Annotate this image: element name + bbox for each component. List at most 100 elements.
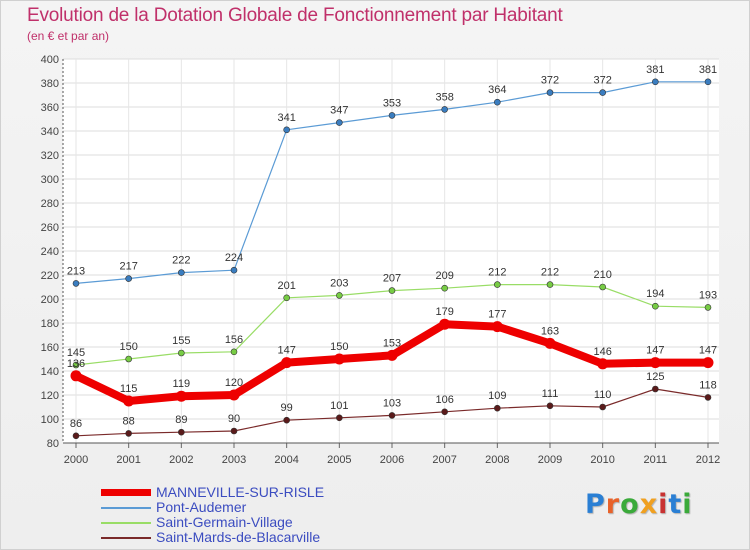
data-label: 136: [67, 358, 85, 370]
data-point: [283, 416, 290, 424]
data-label: 353: [383, 97, 401, 109]
data-label: 101: [330, 400, 348, 412]
data-label: 145: [67, 347, 85, 359]
data-label: 224: [225, 252, 243, 264]
legend-label: Pont-Audemer: [156, 499, 247, 515]
x-tick-label: 2003: [222, 454, 246, 466]
data-point: [283, 294, 290, 302]
data-point: [388, 412, 396, 419]
data-point: [72, 280, 80, 287]
logo-letter: i: [682, 489, 693, 520]
data-point: [333, 353, 345, 365]
y-tick-label: 260: [41, 222, 59, 234]
data-label: 147: [646, 345, 664, 357]
data-point: [123, 395, 135, 407]
data-point: [388, 287, 396, 294]
logo-letter: t: [668, 489, 683, 520]
x-tick-label: 2007: [432, 454, 456, 466]
data-label: 213: [67, 265, 85, 277]
x-tick-label: 2011: [644, 454, 668, 466]
proxiti-logo: Proxiti: [585, 489, 693, 520]
y-tick-label: 80: [47, 438, 59, 450]
data-point: [704, 394, 712, 401]
data-point: [546, 281, 554, 288]
legend-swatch: [101, 522, 151, 524]
data-point: [228, 389, 240, 401]
data-label: 147: [699, 345, 717, 357]
legend-label: Saint-Germain-Village: [156, 514, 293, 530]
legend-swatch: [101, 507, 151, 509]
data-label: 364: [488, 84, 506, 96]
data-label: 372: [541, 75, 559, 87]
data-label: 86: [70, 418, 82, 430]
data-label: 203: [330, 277, 348, 289]
data-label: 150: [119, 341, 137, 353]
y-tick-label: 280: [41, 198, 59, 210]
data-label: 372: [593, 75, 611, 87]
data-label: 153: [383, 337, 401, 349]
data-label: 147: [277, 345, 295, 357]
data-point: [599, 89, 606, 96]
data-point: [494, 281, 501, 288]
data-point: [441, 408, 448, 416]
data-point: [441, 284, 448, 292]
data-point: [125, 430, 132, 437]
data-point: [599, 403, 606, 411]
data-point: [72, 432, 80, 440]
data-point: [178, 349, 185, 357]
data-label: 146: [593, 346, 611, 358]
data-point: [704, 304, 712, 311]
chart-title: Evolution de la Dotation Globale de Fonc…: [27, 5, 563, 26]
data-label: 109: [488, 390, 506, 402]
x-tick-label: 2005: [327, 454, 351, 466]
x-tick-label: 2012: [696, 454, 720, 466]
y-tick-label: 340: [41, 126, 59, 138]
data-label: 155: [172, 335, 190, 347]
x-tick-label: 2009: [538, 454, 562, 466]
data-point: [439, 318, 451, 330]
data-label: 89: [175, 414, 187, 426]
logo-letter: o: [620, 489, 640, 520]
legend-label: Saint-Mards-de-Blacarville: [156, 529, 321, 545]
y-tick-label: 320: [41, 150, 59, 162]
data-point: [649, 357, 661, 369]
chart-subtitle: (en € et par an): [27, 29, 110, 43]
data-label: 163: [541, 325, 559, 337]
data-point: [230, 348, 238, 356]
y-tick-label: 220: [41, 270, 59, 282]
data-point: [230, 266, 238, 274]
data-label: 111: [542, 388, 559, 400]
data-point: [597, 358, 609, 370]
legend-swatch: [101, 489, 151, 496]
logo-letter: P: [585, 489, 606, 520]
y-tick-label: 360: [41, 102, 59, 114]
data-label: 209: [435, 270, 453, 282]
y-tick-label: 180: [41, 318, 59, 330]
data-point: [494, 404, 501, 412]
data-label: 88: [123, 415, 135, 427]
data-point: [599, 283, 606, 291]
data-label: 381: [699, 64, 717, 76]
data-point: [336, 414, 343, 422]
y-tick-label: 200: [41, 294, 59, 306]
data-label: 341: [277, 112, 295, 124]
data-label: 358: [435, 91, 453, 103]
data-label: 222: [172, 255, 190, 267]
data-label: 212: [541, 267, 559, 279]
data-point: [125, 275, 132, 282]
data-label: 125: [646, 371, 664, 383]
data-point: [281, 357, 293, 369]
data-label: 212: [488, 267, 506, 279]
data-point: [546, 402, 554, 410]
x-tick-label: 2000: [64, 454, 88, 466]
data-label: 210: [593, 269, 611, 281]
x-tick-label: 2010: [590, 454, 614, 466]
data-label: 381: [646, 64, 664, 76]
data-label: 201: [277, 280, 295, 292]
data-point: [336, 292, 343, 299]
data-label: 156: [225, 334, 243, 346]
data-label: 90: [228, 413, 240, 425]
y-tick-label: 160: [41, 342, 59, 354]
data-point: [230, 427, 238, 435]
data-point: [178, 428, 185, 436]
